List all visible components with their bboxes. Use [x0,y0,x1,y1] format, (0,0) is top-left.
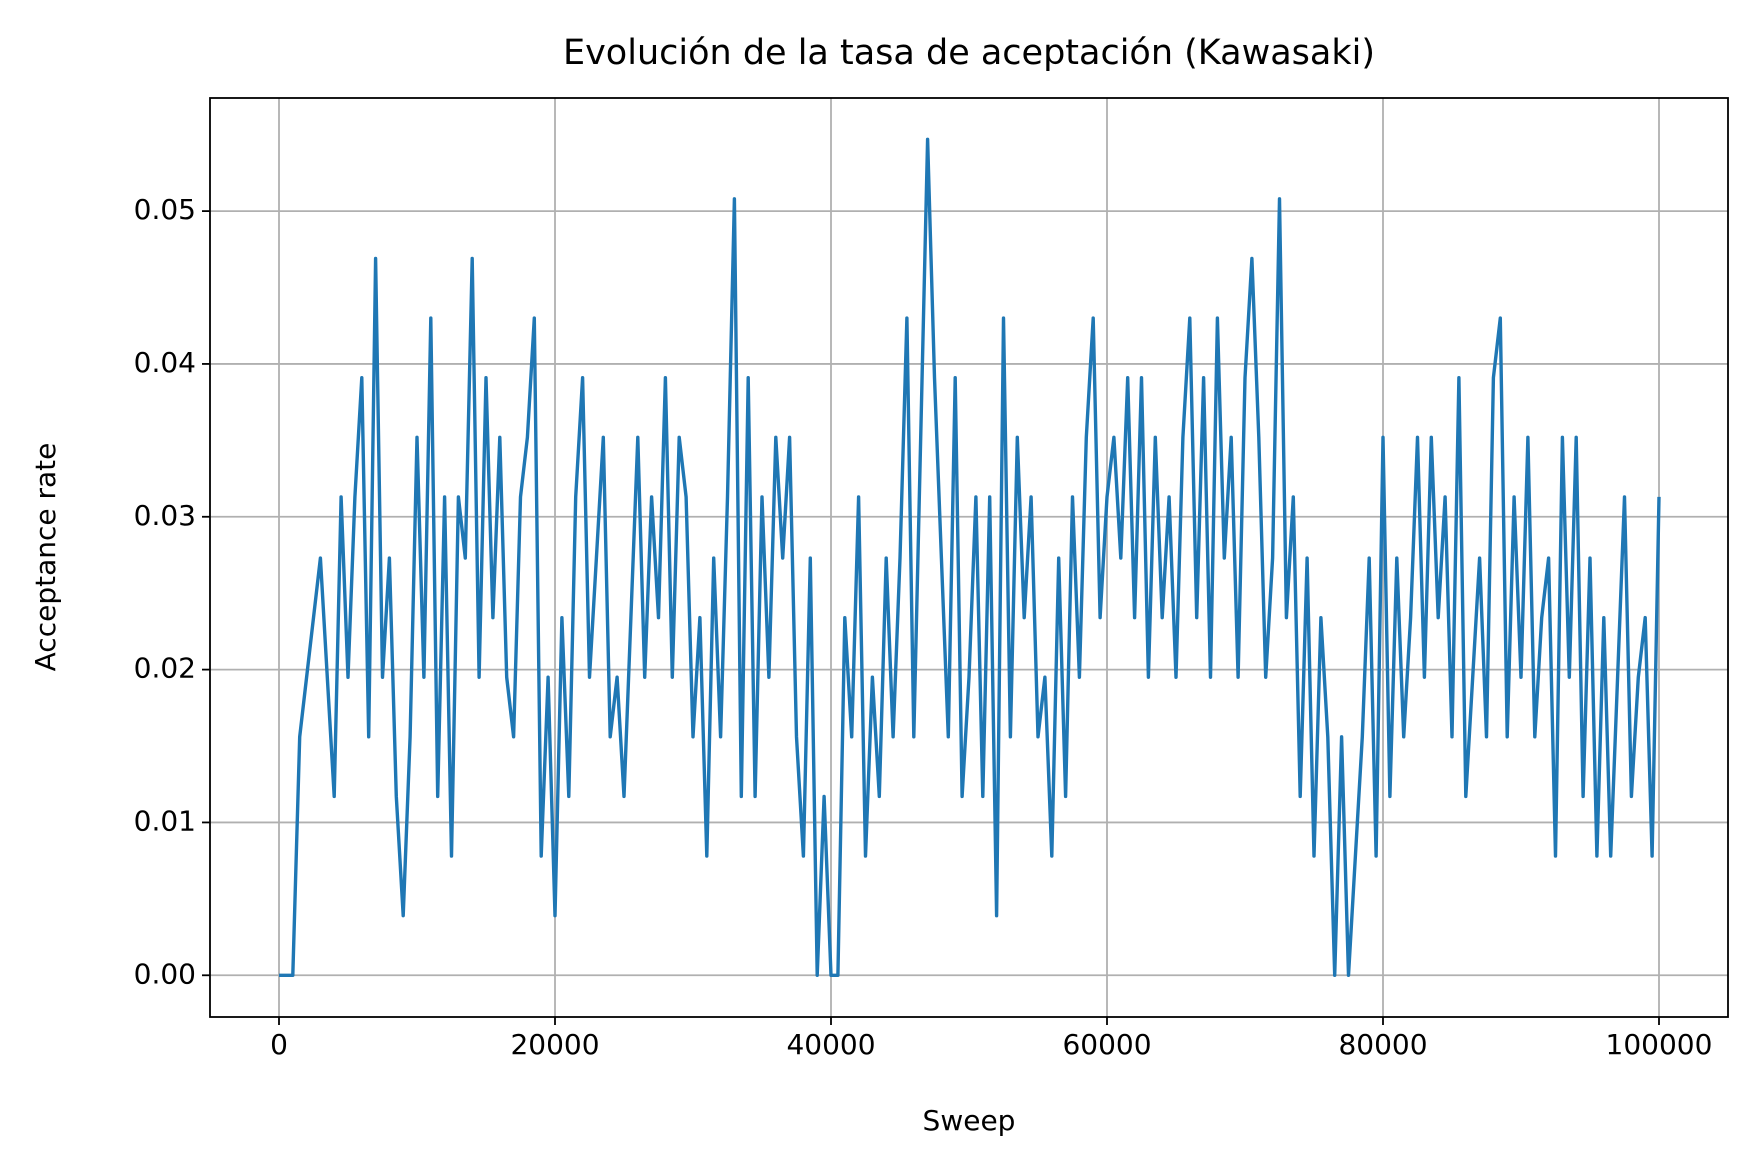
x-tick-label: 40000 [786,1028,875,1061]
x-tick-label: 20000 [510,1028,599,1061]
y-tick-label: 0.03 [134,499,196,532]
x-tick-label: 100000 [1606,1028,1713,1061]
y-tick-label: 0.01 [134,804,196,837]
x-tick-label: 0 [270,1028,288,1061]
x-tick-label: 80000 [1338,1028,1427,1061]
data-line [279,137,1661,977]
y-tick-label: 0.04 [134,346,196,379]
chart-title: Evolución de la tasa de aceptación (Kawa… [563,33,1375,73]
y-tick-label: 0.00 [134,957,196,990]
y-tick-label: 0.02 [134,652,196,685]
x-axis-label: Sweep [923,1104,1016,1137]
plot-frame [209,97,1729,1018]
x-tick-label: 60000 [1062,1028,1151,1061]
y-axis-label: Acceptance rate [29,443,62,672]
y-tick-label: 0.05 [134,193,196,226]
